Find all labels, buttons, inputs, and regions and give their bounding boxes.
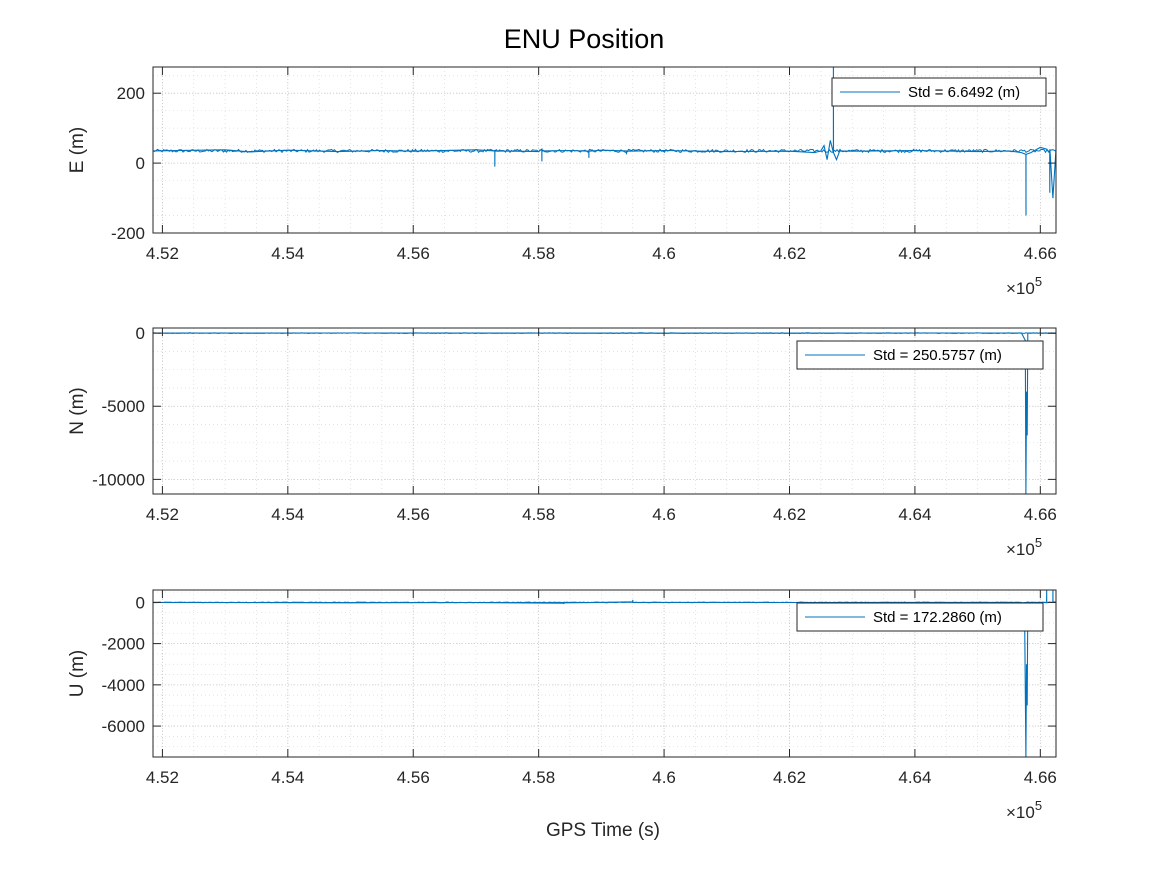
x-tick-label: 4.54 <box>271 505 304 524</box>
subplot-u: 4.52 4.54 4.56 4.58 4.6 4.62 4.64 4.66 -6000 -400… <box>67 589 1057 822</box>
x-tick-label: 4.58 <box>522 244 555 263</box>
y-axis-label: E (m) <box>67 127 88 173</box>
series-line <box>153 67 1056 216</box>
x-exponent-label: ×105 <box>1006 274 1042 298</box>
series-group <box>153 590 1056 757</box>
x-tick-label: 4.52 <box>146 768 179 787</box>
axes-box <box>152 66 1057 234</box>
figure-title: ENU Position <box>504 24 665 54</box>
x-tick-label: 4.58 <box>522 768 555 787</box>
x-exponent-label: ×105 <box>1006 535 1042 559</box>
x-tick-label: 4.64 <box>898 244 931 263</box>
x-tick-label: 4.54 <box>271 244 304 263</box>
y-tick-label: -200 <box>111 224 145 243</box>
legend: Std = 6.6492 (m) <box>831 77 1047 107</box>
x-tick-label: 4.66 <box>1024 768 1057 787</box>
y-tick-label: -6000 <box>102 717 145 736</box>
x-tick-label: 4.6 <box>652 505 676 524</box>
x-tick-label: 4.52 <box>146 244 179 263</box>
x-exponent-label: ×105 <box>1006 798 1042 822</box>
legend: Std = 250.5757 (m) <box>796 340 1044 370</box>
y-tick-label: -2000 <box>102 635 145 654</box>
y-axis-label: U (m) <box>67 650 88 697</box>
x-tick-label: 4.64 <box>898 768 931 787</box>
x-tick-label: 4.62 <box>773 244 806 263</box>
x-exponent-power: 5 <box>1035 274 1042 289</box>
legend-entry: Std = 250.5757 (m) <box>873 347 1002 364</box>
subplot-stack: 4.52 4.54 4.56 4.58 4.6 4.62 4.64 4.66-2000200E… <box>67 66 1057 822</box>
y-tick-label: -4000 <box>102 676 145 695</box>
axes-box <box>152 327 1057 495</box>
x-tick-label: 4.54 <box>271 768 304 787</box>
x-tick-label: 4.66 <box>1024 505 1057 524</box>
series-line <box>153 590 1056 757</box>
x-tick-label: 4.66 <box>1024 244 1057 263</box>
x-axis-label: GPS Time (s) <box>546 820 660 841</box>
y-tick-label: 0 <box>136 593 145 612</box>
y-axis-label: N (m) <box>67 387 88 434</box>
x-exponent-power: 5 <box>1035 535 1042 550</box>
x-exponent-power: 5 <box>1035 798 1042 813</box>
y-tick-label: 200 <box>117 84 145 103</box>
x-tick-label: 4.62 <box>773 768 806 787</box>
x-tick-label: 4.6 <box>652 768 676 787</box>
legend-box <box>796 340 1044 370</box>
legend-entry: Std = 172.2860 (m) <box>873 609 1002 626</box>
x-tick-label: 4.62 <box>773 505 806 524</box>
axes-box <box>152 589 1057 758</box>
x-tick-label: 4.56 <box>397 244 430 263</box>
y-tick-label: -10000 <box>92 470 145 489</box>
x-tick-label: 4.56 <box>397 768 430 787</box>
subplot-n: 4.52 4.54 4.56 4.58 4.6 4.62 4.64 4.66 -10000 -50… <box>67 324 1057 559</box>
legend-entry: Std = 6.6492 (m) <box>908 84 1020 101</box>
subplot-e: 4.52 4.54 4.56 4.58 4.6 4.62 4.64 4.66 -200 0 200 E… <box>67 66 1057 298</box>
x-tick-label: 4.58 <box>522 505 555 524</box>
x-tick-label: 4.6 <box>652 244 676 263</box>
series-group <box>153 67 1056 216</box>
x-tick-label: 4.56 <box>397 505 430 524</box>
x-tick-label: 4.52 <box>146 505 179 524</box>
x-tick-label: 4.64 <box>898 505 931 524</box>
legend: Std = 172.2860 (m) <box>796 602 1044 632</box>
y-tick-label: 0 <box>136 154 145 173</box>
y-tick-label: -5000 <box>102 397 145 416</box>
y-tick-label: 0 <box>136 324 145 343</box>
